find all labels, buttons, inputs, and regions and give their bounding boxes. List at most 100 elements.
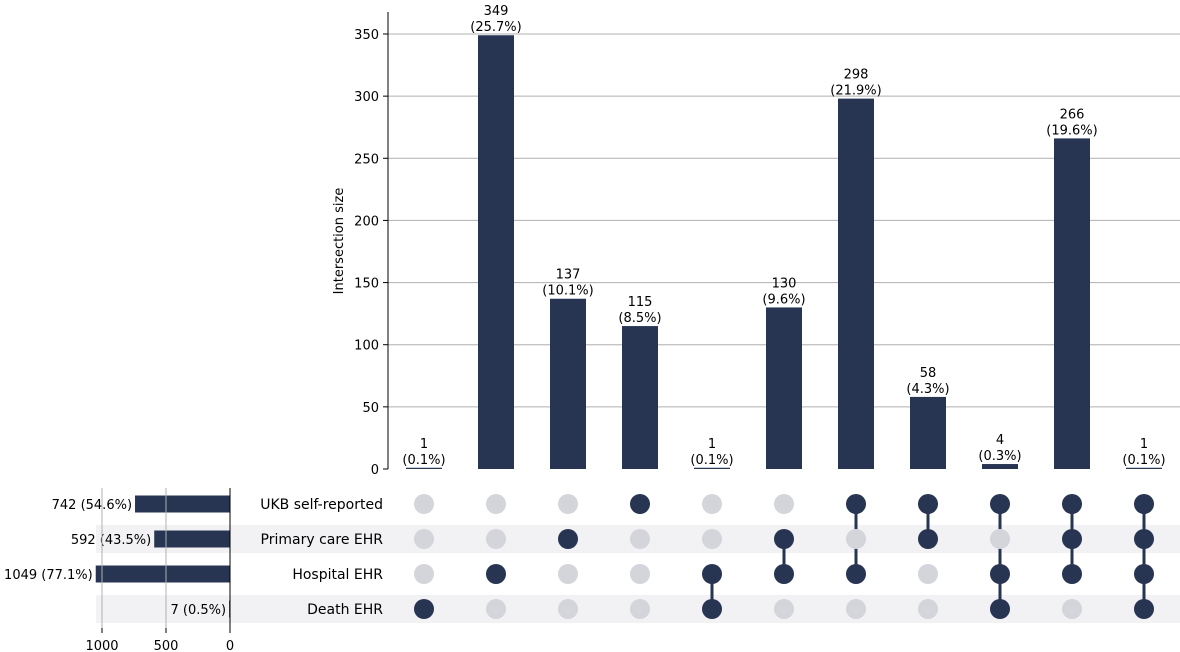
set-name-label: UKB self-reported <box>260 497 383 513</box>
intersection-bar <box>550 298 586 469</box>
membership-dot-active <box>702 599 722 619</box>
membership-dot-inactive <box>486 599 506 619</box>
set-size-bar <box>95 565 230 583</box>
intersection-bar <box>838 98 874 469</box>
bar-count-label: 349 <box>484 4 509 19</box>
membership-dot-active <box>1134 564 1154 584</box>
intersection-bar <box>1126 467 1162 469</box>
bar-count-label: 1 <box>420 437 428 452</box>
bar-percent-label: (0.3%) <box>978 449 1021 464</box>
intersection-bar <box>622 326 658 469</box>
bar-count-label: 137 <box>556 268 581 283</box>
y-tick-label: 100 <box>354 339 379 354</box>
intersection-bar <box>766 307 802 469</box>
bar-percent-label: (8.5%) <box>618 311 661 326</box>
gridlines <box>388 33 1180 408</box>
set-size-bar <box>135 495 230 513</box>
bar-percent-label: (9.6%) <box>762 292 805 307</box>
membership-dot-active <box>774 529 794 549</box>
set-size-tick-label: 0 <box>226 639 234 652</box>
membership-dot-inactive <box>774 599 794 619</box>
bar-count-label: 58 <box>920 366 937 381</box>
set-size-axis: 1000 500 0 <box>85 488 234 652</box>
set-size-label: 592 (43.5%) <box>71 533 151 548</box>
y-axis: 0 50 100 150 200 250 300 350 <box>354 12 389 478</box>
bar-percent-label: (0.1%) <box>1122 453 1165 468</box>
bar-percent-label: (0.1%) <box>690 453 733 468</box>
membership-dot-inactive <box>558 599 578 619</box>
membership-dot-active <box>1062 529 1082 549</box>
set-size-label: 742 (54.6%) <box>52 498 132 513</box>
set-names: UKB self-reported Primary care EHR Hospita… <box>260 497 383 618</box>
membership-dot-active <box>1062 494 1082 514</box>
membership-dot-inactive <box>486 529 506 549</box>
bar-count-label: 1 <box>1140 437 1148 452</box>
bar-percent-label: (0.1%) <box>402 453 445 468</box>
set-size-label: 1049 (77.1%) <box>4 568 93 583</box>
bar-percent-label: (21.9%) <box>830 84 881 99</box>
intersection-bar <box>1054 138 1090 469</box>
y-tick-label: 300 <box>354 90 379 105</box>
membership-dot-active <box>414 599 434 619</box>
membership-dot-inactive <box>918 564 938 584</box>
set-size-tick-label: 1000 <box>85 639 118 652</box>
y-tick-label: 0 <box>371 463 379 478</box>
membership-dot-active <box>486 564 506 584</box>
bar-count-label: 266 <box>1060 107 1085 122</box>
membership-dot-inactive <box>918 599 938 619</box>
membership-dot-active <box>1134 529 1154 549</box>
intersection-bars: 1(0.1%)349(25.7%)137(10.1%)115(8.5%)1(0.… <box>402 4 1166 469</box>
y-axis-title: Intersection size <box>332 188 347 295</box>
membership-dot-inactive <box>414 564 434 584</box>
membership-dot-active <box>990 599 1010 619</box>
membership-dot-active <box>630 494 650 514</box>
membership-dot-inactive <box>630 599 650 619</box>
set-size-tick-label: 500 <box>154 639 179 652</box>
bar-count-label: 298 <box>844 68 869 83</box>
membership-dot-active <box>558 529 578 549</box>
bar-percent-label: (4.3%) <box>906 382 949 397</box>
y-tick-label: 50 <box>362 401 379 416</box>
membership-dot-active <box>1134 599 1154 619</box>
membership-dot-inactive <box>774 494 794 514</box>
intersection-bar <box>478 35 514 469</box>
membership-dot-inactive <box>414 529 434 549</box>
intersection-bar <box>694 467 730 469</box>
membership-dot-active <box>918 529 938 549</box>
y-tick-label: 250 <box>354 152 379 167</box>
set-size-bar <box>154 530 230 548</box>
intersection-bar <box>982 464 1018 469</box>
bar-count-label: 130 <box>772 276 797 291</box>
membership-dot-active <box>990 564 1010 584</box>
membership-dot-active <box>1134 494 1154 514</box>
membership-dot-inactive <box>702 494 722 514</box>
set-name-label: Death EHR <box>307 602 383 618</box>
intersection-bar <box>406 467 442 469</box>
membership-dot-active <box>702 564 722 584</box>
set-size-label: 7 (0.5%) <box>171 603 227 618</box>
intersection-bar <box>910 396 946 469</box>
y-tick-label: 350 <box>354 28 379 43</box>
membership-dot-inactive <box>630 564 650 584</box>
set-name-label: Hospital EHR <box>292 567 383 583</box>
bar-count-label: 1 <box>708 437 716 452</box>
set-name-label: Primary care EHR <box>261 532 384 548</box>
membership-dot-inactive <box>414 494 434 514</box>
y-tick-label: 150 <box>354 277 379 292</box>
membership-dot-active <box>774 564 794 584</box>
membership-dot-inactive <box>846 529 866 549</box>
membership-dot-active <box>846 494 866 514</box>
bar-percent-label: (19.6%) <box>1046 123 1097 138</box>
membership-dot-inactive <box>1062 599 1082 619</box>
membership-dot-inactive <box>486 494 506 514</box>
membership-dot-active <box>1062 564 1082 584</box>
membership-dot-active <box>846 564 866 584</box>
membership-dot-inactive <box>990 529 1010 549</box>
membership-dot-active <box>990 494 1010 514</box>
membership-dot-inactive <box>558 494 578 514</box>
membership-dot-inactive <box>846 599 866 619</box>
membership-matrix <box>414 494 1154 619</box>
bar-percent-label: (10.1%) <box>542 284 593 299</box>
bar-count-label: 115 <box>628 295 653 310</box>
